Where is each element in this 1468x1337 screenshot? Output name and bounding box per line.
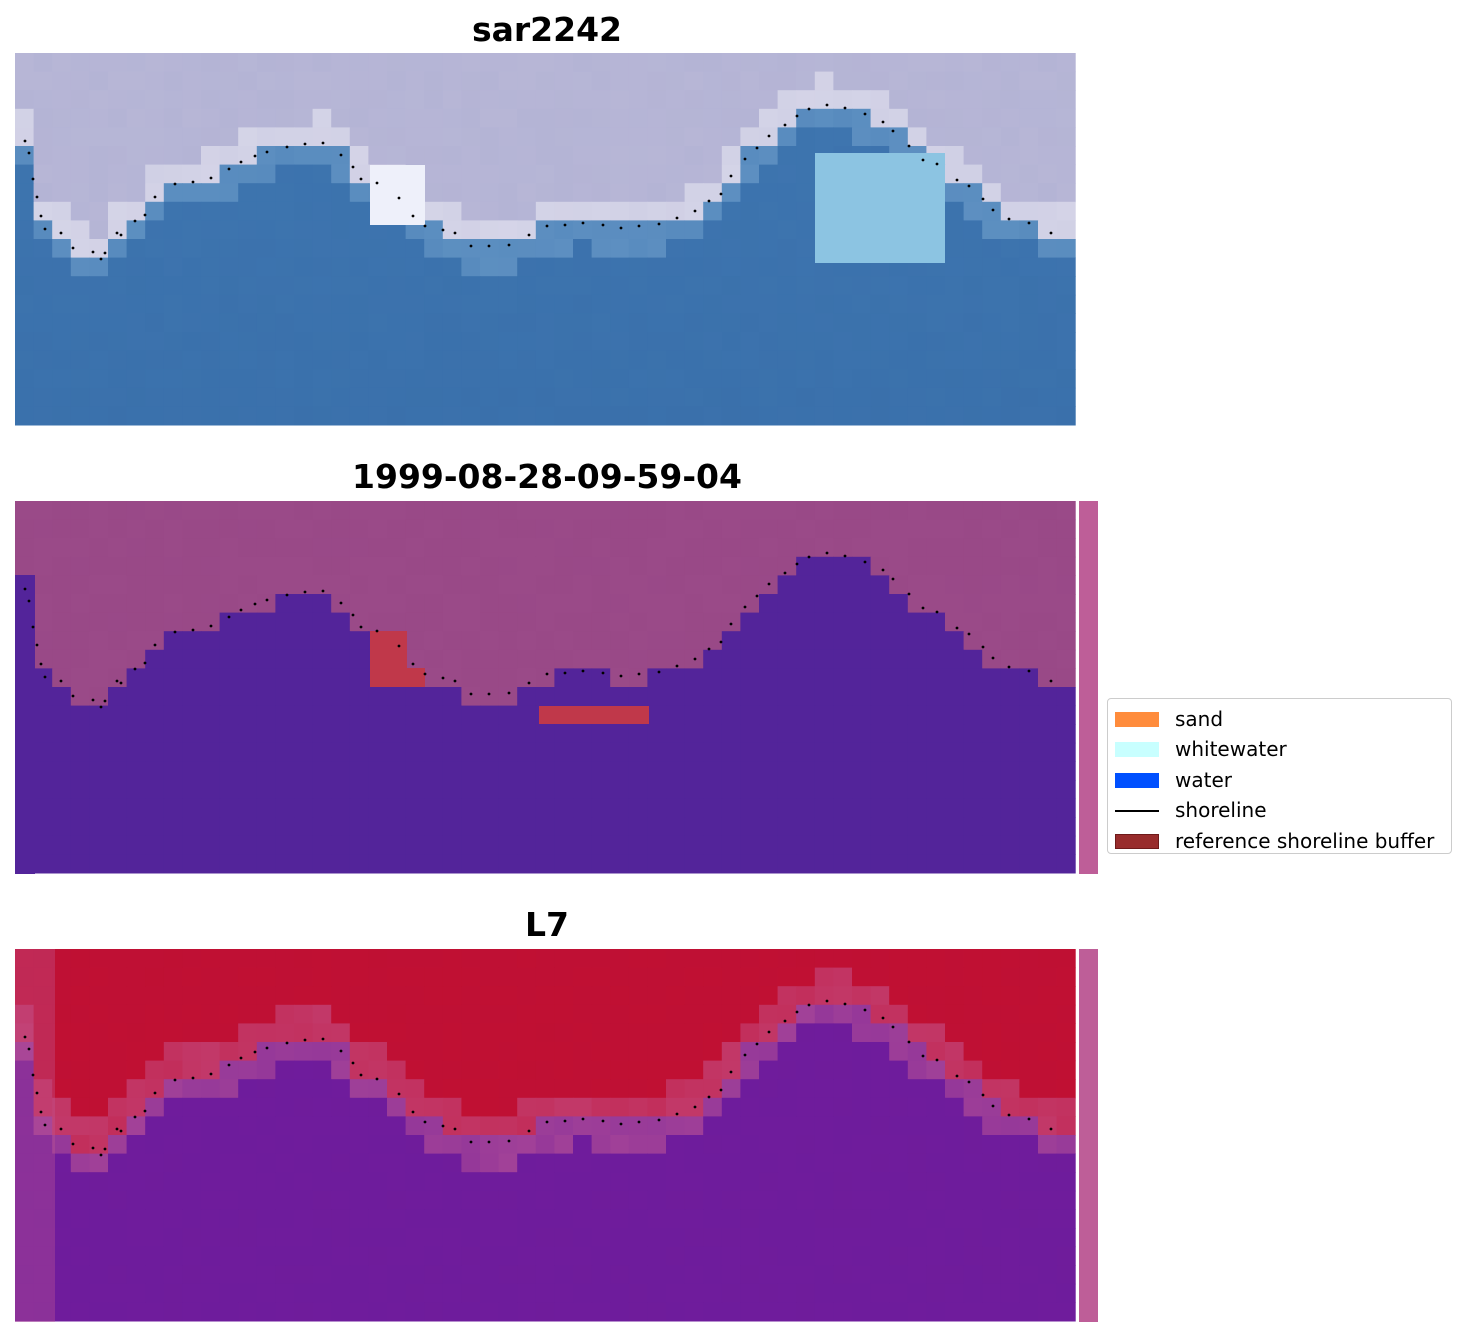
- legend-label-water: water: [1175, 767, 1232, 792]
- legend-item-sand: sand: [1108, 704, 1451, 734]
- side-strip: [1079, 501, 1098, 874]
- buffer-patch-1: [370, 631, 407, 687]
- side-strip: [1079, 949, 1098, 1322]
- legend-swatch-reference-buffer: [1115, 833, 1159, 849]
- legend-swatch-sand: [1115, 712, 1159, 727]
- legend-line-shoreline: [1115, 810, 1159, 813]
- panel-title-date: 1999-08-28-09-59-04: [352, 457, 742, 496]
- buffer-patch-2: [405, 668, 425, 687]
- legend-swatch-water: [1115, 772, 1159, 788]
- classified-image: [15, 501, 1098, 874]
- index-edge-left: [15, 949, 55, 1322]
- shoreline-dots: [23, 999, 1053, 1157]
- panel-title-satellite: L7: [525, 905, 569, 944]
- legend-label-shoreline: shoreline: [1175, 798, 1267, 823]
- legend-item-reference-buffer: reference shoreline buffer: [1108, 826, 1451, 856]
- whitewater-patch: [370, 165, 425, 225]
- index-image-panel: [15, 949, 1098, 1322]
- buffer-patch-3: [539, 706, 649, 724]
- shallow-water-patch: [815, 153, 945, 263]
- classified-image-panel: [15, 501, 1098, 874]
- legend-item-water: water: [1108, 765, 1451, 795]
- legend-swatch-whitewater: [1115, 742, 1159, 758]
- rgb-image-panel: [15, 53, 1079, 426]
- legend-item-whitewater: whitewater: [1108, 734, 1451, 764]
- legend-label-reference-buffer: reference shoreline buffer: [1175, 828, 1435, 853]
- legend-label-sand: sand: [1175, 707, 1224, 731]
- legend-label-whitewater: whitewater: [1175, 737, 1287, 762]
- water-edge-left: [15, 575, 35, 874]
- shoreline-dots: [23, 551, 1053, 709]
- legend: sand whitewater water shoreline referenc…: [1107, 698, 1452, 854]
- index-image: [15, 949, 1098, 1322]
- rgb-image: [15, 53, 1076, 426]
- shoreline-dots: [23, 103, 1053, 261]
- panel-title-sar: sar2242: [471, 10, 623, 49]
- legend-item-shoreline: shoreline: [1108, 795, 1451, 825]
